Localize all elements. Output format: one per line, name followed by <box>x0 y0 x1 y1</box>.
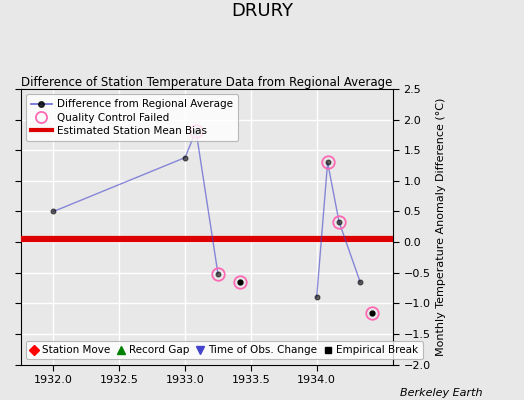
Y-axis label: Monthly Temperature Anomaly Difference (°C): Monthly Temperature Anomaly Difference (… <box>436 98 446 356</box>
Title: Difference of Station Temperature Data from Regional Average: Difference of Station Temperature Data f… <box>21 76 392 89</box>
Legend: Station Move, Record Gap, Time of Obs. Change, Empirical Break: Station Move, Record Gap, Time of Obs. C… <box>26 341 422 359</box>
Text: Berkeley Earth: Berkeley Earth <box>400 388 482 398</box>
Text: DRURY: DRURY <box>231 2 293 20</box>
